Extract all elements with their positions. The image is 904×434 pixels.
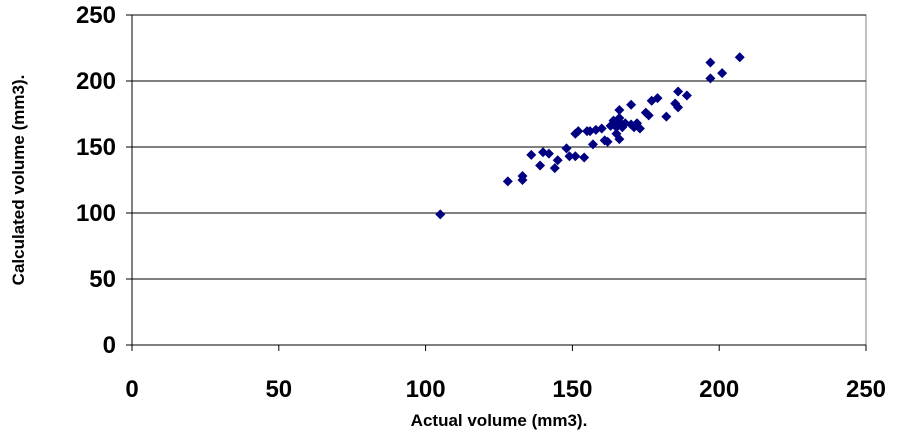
data-point	[717, 68, 728, 79]
data-point	[502, 176, 513, 187]
data-point	[549, 163, 560, 174]
plot-area	[131, 14, 867, 346]
x-tick-labels: 0 50 100 150 200 250	[125, 376, 886, 403]
data-point	[552, 155, 563, 166]
data-point	[620, 118, 631, 129]
x-tick-label: 0	[125, 376, 138, 403]
y-tick-label: 0	[103, 332, 116, 359]
data-point	[435, 209, 446, 220]
data-point	[643, 110, 654, 121]
data-points	[435, 52, 745, 220]
data-point	[596, 123, 607, 134]
data-point	[564, 151, 575, 162]
data-point	[614, 112, 625, 123]
data-point	[614, 134, 625, 145]
data-point	[526, 149, 537, 160]
data-point	[517, 171, 528, 182]
data-point	[570, 151, 581, 162]
y-tick-labels: 0 50 100 150 200 250	[76, 2, 116, 359]
y-axis-title: Calculated volume (mm3).	[9, 75, 28, 286]
data-point	[587, 139, 598, 150]
x-tick-label: 100	[406, 376, 446, 403]
data-point	[543, 148, 554, 159]
data-point	[573, 126, 584, 137]
data-point	[652, 93, 663, 104]
data-point	[705, 73, 716, 84]
x-tick-label: 150	[552, 376, 592, 403]
gridlines	[126, 14, 867, 351]
data-point	[579, 152, 590, 163]
data-point	[631, 118, 642, 129]
x-tick-label: 200	[699, 376, 739, 403]
y-tick-label: 50	[89, 266, 116, 293]
data-point	[705, 57, 716, 68]
y-tick-label: 150	[76, 134, 116, 161]
data-point	[661, 111, 672, 122]
data-point	[634, 123, 645, 134]
data-point	[673, 102, 684, 113]
data-point	[673, 86, 684, 97]
x-tick-label: 50	[265, 376, 292, 403]
data-point	[535, 160, 546, 171]
data-point	[561, 143, 572, 154]
data-point	[614, 105, 625, 116]
x-axis-title: Actual volume (mm3).	[411, 411, 588, 430]
y-tick-label: 200	[76, 68, 116, 95]
x-tick-label: 250	[846, 376, 886, 403]
data-point	[602, 136, 613, 147]
data-point	[681, 90, 692, 101]
data-point	[734, 52, 745, 63]
y-tick-label: 100	[76, 200, 116, 227]
data-point	[626, 99, 637, 110]
y-tick-label: 250	[76, 2, 116, 29]
